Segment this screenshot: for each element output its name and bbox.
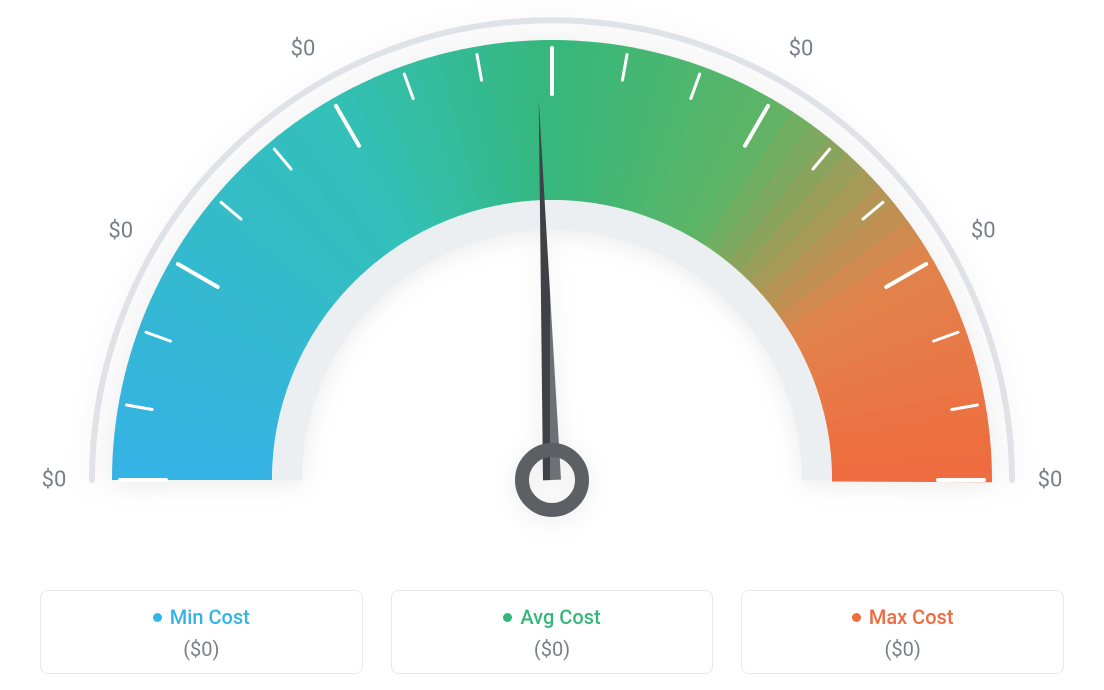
gauge-svg (0, 0, 1104, 560)
gauge-tick-label: $0 (291, 36, 316, 61)
legend-value: ($0) (51, 637, 352, 661)
gauge-tick-label: $0 (42, 468, 67, 493)
legend-row: Min Cost ($0) Avg Cost ($0) Max Cost ($0… (40, 590, 1064, 674)
gauge-tick-label: $0 (971, 219, 996, 244)
legend-card-min: Min Cost ($0) (40, 590, 363, 674)
legend-card-avg: Avg Cost ($0) (391, 590, 714, 674)
legend-title-avg: Avg Cost (503, 605, 600, 629)
legend-title-max: Max Cost (852, 605, 954, 629)
dot-icon (852, 613, 861, 622)
legend-label: Min Cost (170, 605, 250, 629)
legend-value: ($0) (402, 637, 703, 661)
gauge-chart: $0$0$0$0$0$0$0 (0, 0, 1104, 560)
gauge-tick-label: $0 (1038, 468, 1063, 493)
legend-value: ($0) (752, 637, 1053, 661)
legend-label: Max Cost (869, 605, 954, 629)
legend-card-max: Max Cost ($0) (741, 590, 1064, 674)
dot-icon (153, 613, 162, 622)
legend-title-min: Min Cost (153, 605, 250, 629)
gauge-tick-label: $0 (789, 36, 814, 61)
gauge-tick-label: $0 (108, 219, 133, 244)
dot-icon (503, 613, 512, 622)
legend-label: Avg Cost (520, 605, 600, 629)
